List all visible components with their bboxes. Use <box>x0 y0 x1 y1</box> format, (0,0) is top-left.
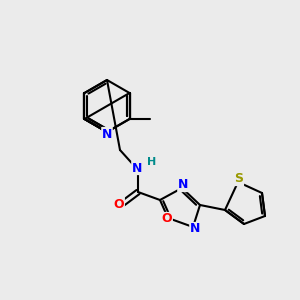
Text: H: H <box>147 157 157 167</box>
Text: O: O <box>114 197 124 211</box>
Text: N: N <box>102 128 112 140</box>
Text: S: S <box>235 172 244 185</box>
Text: O: O <box>162 212 172 226</box>
Text: N: N <box>132 161 142 175</box>
Text: N: N <box>178 178 188 191</box>
Text: N: N <box>190 223 200 236</box>
